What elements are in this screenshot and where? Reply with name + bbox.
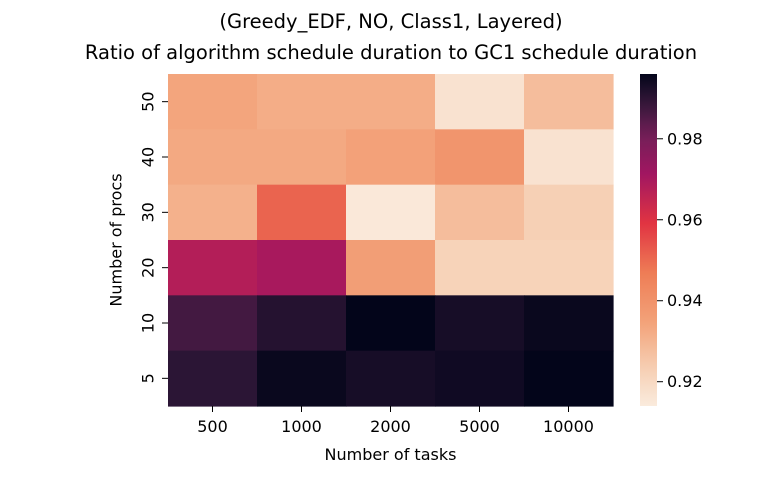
y-tick-label: 30 bbox=[139, 202, 158, 222]
heatmap-cell bbox=[168, 74, 258, 130]
heatmap-cell bbox=[346, 240, 436, 296]
heatmap-cell bbox=[435, 184, 525, 241]
heatmap-cell bbox=[257, 295, 347, 352]
colorbar-tick-label: 0.94 bbox=[667, 291, 703, 310]
colorbar bbox=[640, 74, 657, 406]
heatmap-cell bbox=[524, 129, 614, 186]
heatmap-cell bbox=[257, 240, 347, 296]
heatmap-cell bbox=[346, 184, 436, 241]
y-tick-label: 20 bbox=[139, 257, 158, 277]
colorbar-tick-label: 0.98 bbox=[667, 129, 703, 148]
x-tick-label: 2000 bbox=[370, 417, 411, 436]
heatmap-cell bbox=[257, 350, 347, 407]
x-tick-label: 500 bbox=[197, 417, 228, 436]
heatmap-cell bbox=[168, 350, 258, 407]
x-tick-label: 1000 bbox=[281, 417, 322, 436]
heatmap-cell bbox=[435, 74, 525, 130]
heatmap-cell bbox=[524, 240, 614, 296]
chart-title: (Greedy_EDF, NO, Class1, Layered) bbox=[219, 10, 563, 33]
heatmap-cell bbox=[168, 295, 258, 352]
heatmap-cell bbox=[346, 74, 436, 130]
chart-subtitle: Ratio of algorithm schedule duration to … bbox=[84, 41, 698, 64]
x-axis-label: Number of tasks bbox=[324, 445, 457, 464]
colorbar-tick-label: 0.92 bbox=[667, 372, 703, 391]
heatmap-cell bbox=[524, 184, 614, 241]
y-tick-label: 40 bbox=[139, 147, 158, 167]
heatmap-cell bbox=[435, 295, 525, 352]
heatmap-cell bbox=[524, 74, 614, 130]
heatmap-cell bbox=[257, 74, 347, 130]
heatmap-cell bbox=[435, 129, 525, 186]
x-tick-label: 10000 bbox=[543, 417, 594, 436]
heatmap-cell bbox=[524, 295, 614, 352]
heatmap-cell bbox=[346, 350, 436, 407]
heatmap-cell bbox=[168, 184, 258, 241]
heatmap-cell bbox=[524, 350, 614, 407]
y-tick-label: 5 bbox=[139, 373, 158, 383]
heatmap-cell bbox=[346, 129, 436, 186]
heatmap-cell bbox=[168, 240, 258, 296]
y-tick-label: 10 bbox=[139, 313, 158, 333]
heatmap-cell bbox=[435, 240, 525, 296]
heatmap-cell bbox=[435, 350, 525, 407]
heatmap-cell bbox=[168, 129, 258, 186]
x-tick-label: 5000 bbox=[459, 417, 500, 436]
heatmap-cell bbox=[257, 129, 347, 186]
heatmap-cell bbox=[257, 184, 347, 241]
heatmap-cell bbox=[346, 295, 436, 352]
y-tick-label: 50 bbox=[139, 91, 158, 111]
colorbar-tick-label: 0.96 bbox=[667, 210, 703, 229]
